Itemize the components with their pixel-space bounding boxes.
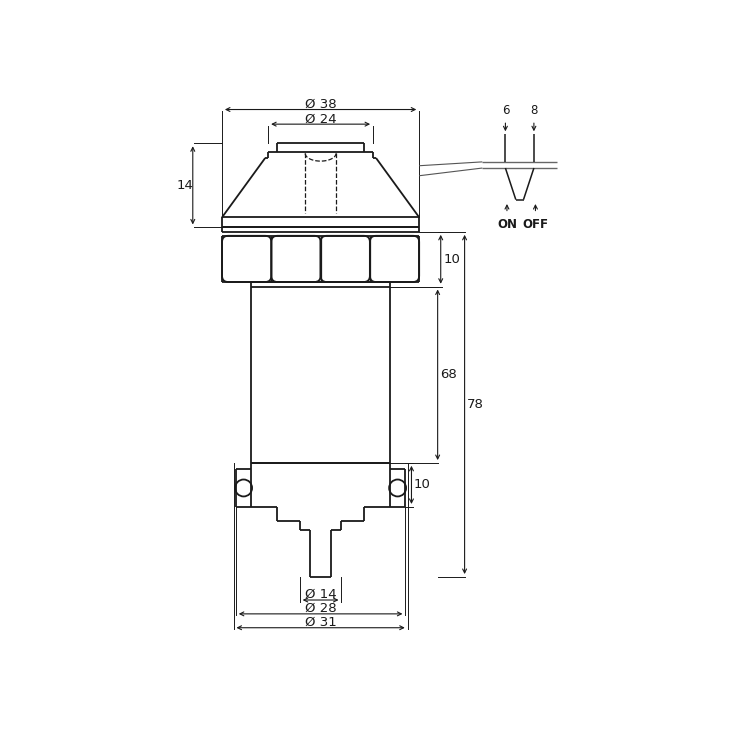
Text: 10: 10 <box>443 253 460 266</box>
Text: Ø 38: Ø 38 <box>305 97 336 111</box>
Text: 78: 78 <box>467 398 484 411</box>
Text: 6: 6 <box>501 104 509 117</box>
Text: Ø 24: Ø 24 <box>305 112 336 125</box>
Text: OFF: OFF <box>523 218 548 231</box>
Text: Ø 28: Ø 28 <box>305 602 336 615</box>
Text: ON: ON <box>497 218 517 231</box>
Text: 8: 8 <box>530 104 537 117</box>
Text: Ø 31: Ø 31 <box>305 616 336 629</box>
Text: Ø 14: Ø 14 <box>305 588 336 601</box>
Text: 68: 68 <box>440 368 457 381</box>
Text: 14: 14 <box>177 179 194 192</box>
Text: 10: 10 <box>414 479 431 491</box>
